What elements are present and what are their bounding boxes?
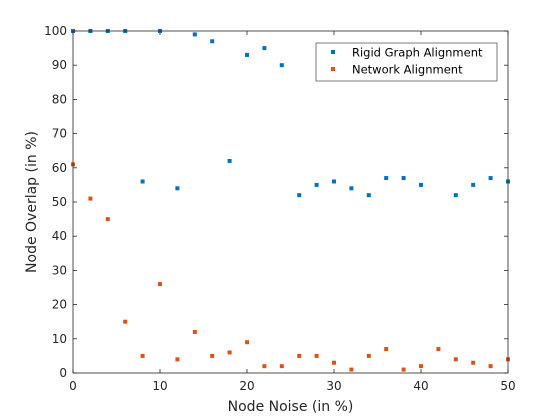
legend-label-network: Network Alignment [352,63,463,77]
data-point-network [453,357,458,362]
y-tick-label: 10 [52,332,67,346]
legend: Rigid Graph Alignment Network Alignment [315,42,498,82]
y-tick-label: 0 [59,366,67,380]
legend-marker-rigid [331,50,335,54]
data-point-rigid [453,193,458,198]
data-point-network [140,353,145,358]
data-point-rigid [349,186,354,191]
data-point-rigid [384,176,389,181]
data-point-network [401,367,406,372]
y-tick-label: 70 [52,127,67,141]
data-point-rigid [488,176,493,181]
data-point-network [436,347,441,352]
data-point-network [297,353,302,358]
plot-area [73,31,508,373]
data-point-network [123,319,128,324]
data-point-network [419,364,423,369]
x-axis-label: Node Noise (in %) [228,399,354,415]
x-tick-label: 40 [413,379,428,393]
data-point-network [175,357,180,362]
data-point-network [245,340,249,345]
data-point-rigid [401,176,406,181]
y-tick-label: 40 [52,229,67,243]
data-point-rigid [175,186,180,191]
legend-label-rigid: Rigid Graph Alignment [352,46,483,60]
axis-ticks: 0 10 20 30 40 50 0 10 20 30 40 50 60 70 80 90 100 [44,24,516,393]
x-tick-label: 30 [326,379,341,393]
data-point-rigid [140,179,145,184]
data-point-rigid [279,63,284,68]
x-tick-label: 50 [500,379,515,393]
x-tick-label: 20 [239,379,254,393]
x-tick-label: 10 [152,379,167,393]
data-point-network [88,196,93,201]
plot-frame [72,30,509,374]
data-point-network [227,350,232,355]
data-point-network [279,364,284,369]
y-tick-label: 30 [52,263,67,277]
data-point-rigid [471,182,476,187]
y-axis-label: Node Overlap (in %) [24,131,40,273]
y-tick-label: 100 [44,24,67,38]
legend-box [315,42,498,82]
data-point-network [332,360,336,365]
data-point-network [105,217,110,222]
y-tick-label: 80 [52,92,67,106]
data-point-rigid [332,179,336,184]
data-point-network [192,329,197,334]
data-point-rigid [245,52,249,57]
data-point-rigid [366,193,371,198]
data-point-rigid [192,32,197,37]
legend-marker-network [331,67,335,71]
data-point-rigid [262,46,267,51]
data-point-network [366,353,371,358]
data-point-network [210,353,215,358]
data-point-network [471,360,476,365]
data-point-network [488,364,493,369]
y-tick-label: 60 [52,161,67,175]
data-point-rigid [419,182,423,187]
x-tick-label: 0 [69,379,77,393]
y-tick-label: 90 [52,58,67,72]
data-point-network [158,282,162,287]
data-point-network [262,364,267,369]
data-point-rigid [297,193,302,198]
data-point-network [384,347,389,352]
data-point-network [314,353,319,358]
data-point-network [349,367,354,372]
data-point-rigid [210,39,215,44]
y-tick-label: 50 [52,195,67,209]
y-tick-label: 20 [52,298,67,312]
data-point-rigid [314,182,319,187]
data-point-rigid [227,158,232,163]
